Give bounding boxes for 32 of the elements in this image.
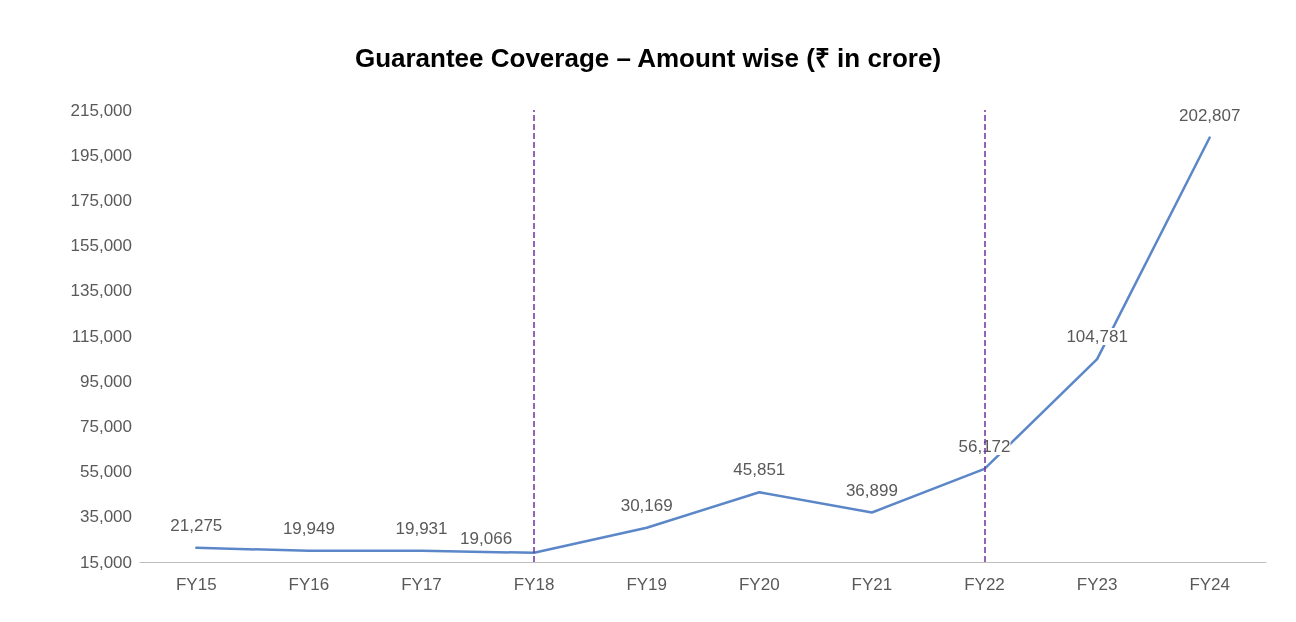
y-tick-label: 15,000 <box>80 552 132 572</box>
x-tick-label: FY17 <box>401 575 442 594</box>
y-tick-label: 175,000 <box>70 190 132 210</box>
data-label: 56,172 <box>958 436 1011 456</box>
y-tick-label: 195,000 <box>70 145 132 165</box>
y-tick-label: 75,000 <box>80 416 132 436</box>
data-label: 19,949 <box>282 518 335 538</box>
data-label: 19,931 <box>395 518 448 538</box>
x-tick-label: FY24 <box>1189 575 1231 594</box>
y-tick-label: 135,000 <box>70 281 132 301</box>
x-tick-label: FY15 <box>175 575 217 594</box>
data-label: 30,169 <box>620 495 673 515</box>
data-label: 104,781 <box>1066 327 1128 347</box>
data-label: 36,899 <box>845 480 898 500</box>
y-tick-label: 35,000 <box>80 507 132 527</box>
x-tick-label: FY20 <box>738 575 780 594</box>
y-tick-label: 95,000 <box>80 371 132 391</box>
data-label: 202,807 <box>1178 105 1241 125</box>
x-tick-label: FY21 <box>851 575 893 594</box>
y-tick-label: 115,000 <box>71 326 132 346</box>
y-tick-label: 215,000 <box>70 100 132 120</box>
y-tick-label: 155,000 <box>70 236 132 256</box>
data-label: 19,066 <box>460 529 513 549</box>
y-tick-label: 55,000 <box>80 462 132 482</box>
x-tick-label: FY23 <box>1076 575 1118 594</box>
data-label: 45,851 <box>733 460 786 480</box>
x-tick-label: FY18 <box>513 575 555 594</box>
x-tick-label: FY16 <box>288 575 330 594</box>
x-tick-label: FY19 <box>626 575 668 594</box>
chart-title: Guarantee Coverage – Amount wise (₹ in crore) <box>354 43 942 73</box>
data-label: 21,275 <box>170 515 223 535</box>
x-tick-label: FY22 <box>964 575 1005 594</box>
